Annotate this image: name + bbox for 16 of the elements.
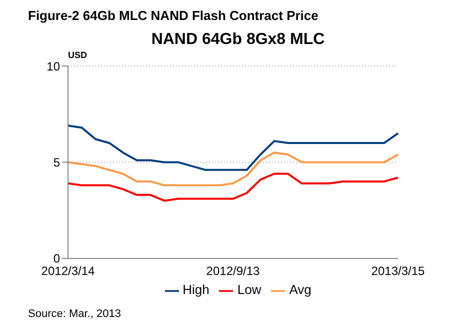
y-axis-title: USD bbox=[68, 50, 88, 60]
legend-label: Avg bbox=[289, 282, 312, 298]
y-tick-label: 0 bbox=[53, 252, 60, 266]
line-series bbox=[67, 172, 399, 202]
chart-title: NAND 64Gb 8Gx8 MLC bbox=[150, 31, 326, 49]
x-tick-label: 2012/9/13 bbox=[206, 264, 260, 278]
chart-subtitle: Figure-2 64Gb MLC NAND Flash Contract Price bbox=[28, 8, 320, 23]
x-tick-label: 2012/3/14 bbox=[41, 264, 96, 278]
line-series bbox=[67, 124, 399, 171]
x-tick-label: 2013/3/15 bbox=[371, 264, 426, 278]
y-tick-label: 5 bbox=[53, 155, 60, 170]
legend-label: High bbox=[182, 282, 210, 298]
y-tick-label: 10 bbox=[46, 59, 60, 74]
legend-label: Low bbox=[237, 282, 262, 298]
line-series bbox=[67, 152, 399, 186]
source-note: Source: Mar., 2013 bbox=[28, 308, 121, 320]
